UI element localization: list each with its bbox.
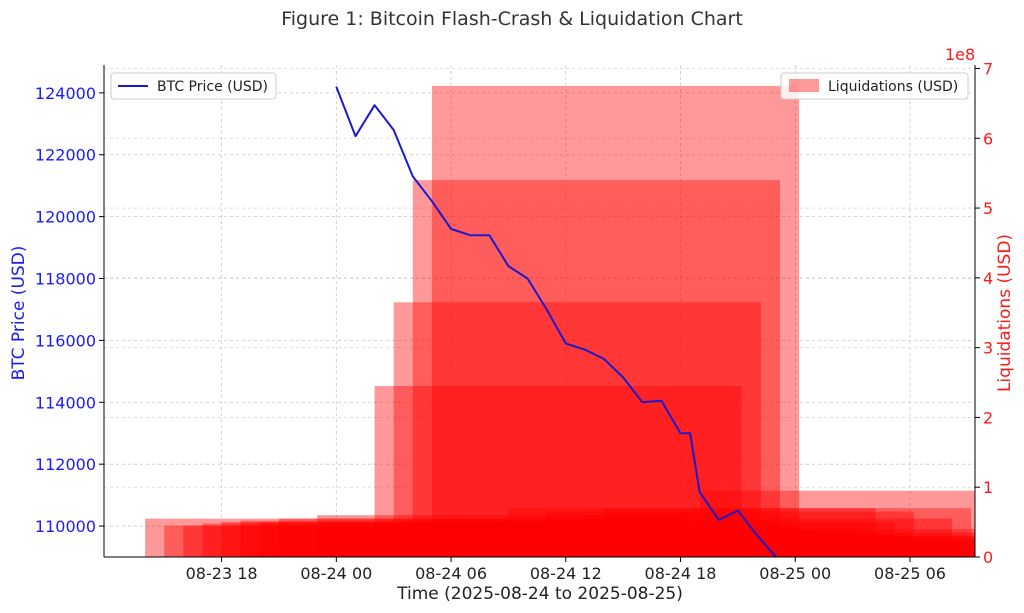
- x-tick-label: 08-25 00: [759, 564, 831, 583]
- liquidation-bar: [508, 508, 876, 557]
- liquidation-bar: [317, 515, 685, 557]
- x-tick-label: 08-24 12: [530, 564, 602, 583]
- right-tick-label: 4: [983, 269, 993, 288]
- legend-liquidations-label: Liquidations (USD): [828, 79, 958, 95]
- liquidation-bar: [527, 522, 895, 557]
- liquidation-bars: [145, 85, 975, 557]
- right-tick-label: 1: [983, 478, 993, 497]
- y-axis-label-right: Liquidations (USD): [995, 234, 1015, 392]
- liquidation-bar: [412, 180, 780, 557]
- right-tick-label: 2: [983, 408, 993, 427]
- liquidation-bar: [202, 523, 570, 557]
- right-axis-multiplier: 1e8: [945, 45, 975, 64]
- x-tick-label: 08-25 06: [874, 564, 946, 583]
- liquidation-bar: [278, 518, 647, 557]
- legend-price: BTC Price (USD): [110, 72, 277, 100]
- legend-liquidations-swatch: [789, 79, 819, 92]
- liquidation-bar: [221, 522, 589, 557]
- liquidation-bar: [489, 529, 857, 557]
- liquidation-bar: [431, 85, 800, 557]
- liquidation-bar: [565, 536, 933, 557]
- left-tick-label: 118000: [35, 270, 96, 289]
- btc-price-line: [335, 86, 777, 557]
- left-tick-label: 120000: [35, 208, 96, 227]
- left-tick-label: 124000: [35, 84, 96, 103]
- liquidation-bar: [145, 518, 513, 557]
- chart-title: Figure 1: Bitcoin Flash-Crash & Liquidat…: [281, 8, 743, 30]
- left-tick-label: 112000: [35, 455, 96, 474]
- x-tick-label: 08-24 00: [300, 564, 372, 583]
- liquidation-bar: [642, 536, 975, 557]
- liquidation-bar: [393, 302, 761, 557]
- legend-liquidations: Liquidations (USD): [780, 72, 969, 100]
- legend-price-label: BTC Price (USD): [157, 79, 268, 95]
- x-tick-label: 08-23 18: [186, 564, 258, 583]
- left-tick-label: 114000: [35, 393, 96, 412]
- liquidation-bar: [374, 386, 742, 557]
- liquidation-bar: [757, 539, 975, 557]
- liquidation-bar: [604, 508, 972, 557]
- liquidation-bar: [470, 532, 838, 557]
- liquidation-bar: [183, 525, 551, 557]
- liquidation-bar: [737, 536, 975, 557]
- liquidation-bar: [661, 539, 975, 557]
- liquidation-bar: [623, 529, 975, 557]
- x-tick-label: 08-24 06: [415, 564, 487, 583]
- liquidation-bar: [699, 490, 975, 557]
- right-tick-label: 3: [983, 339, 993, 358]
- legend-liquidations-box: [780, 72, 969, 100]
- right-tick-label: 7: [983, 59, 993, 78]
- liquidation-bar: [240, 520, 608, 557]
- liquidation-bar: [164, 525, 532, 557]
- right-tick-label: 6: [983, 129, 993, 148]
- right-tick-label: 0: [983, 548, 993, 567]
- liquidation-bar: [546, 511, 914, 557]
- tick-labels: 110000 112000 114000 116000 118000 120000 1220…: [35, 59, 993, 583]
- liquidation-bar: [776, 543, 975, 557]
- liquidation-bar: [584, 518, 953, 557]
- liquidation-bar: [259, 522, 627, 557]
- grid-layer: [104, 65, 975, 558]
- price-line-layer: [335, 86, 777, 557]
- left-tick-label: 110000: [35, 517, 96, 536]
- x-axis-label: Time (2025-08-24 to 2025-08-25): [396, 584, 683, 604]
- y-axis-label-left: BTC Price (USD): [9, 246, 29, 381]
- x-tick-label: 08-24 18: [645, 564, 717, 583]
- left-tick-label: 116000: [35, 331, 96, 350]
- legends: BTC Price (USD) Liquidations (USD): [110, 72, 969, 100]
- left-tick-label: 122000: [35, 146, 96, 165]
- axes: [99, 65, 980, 562]
- liquidation-bar: [718, 532, 975, 557]
- right-tick-label: 5: [983, 199, 993, 218]
- legend-price-box: [110, 72, 277, 100]
